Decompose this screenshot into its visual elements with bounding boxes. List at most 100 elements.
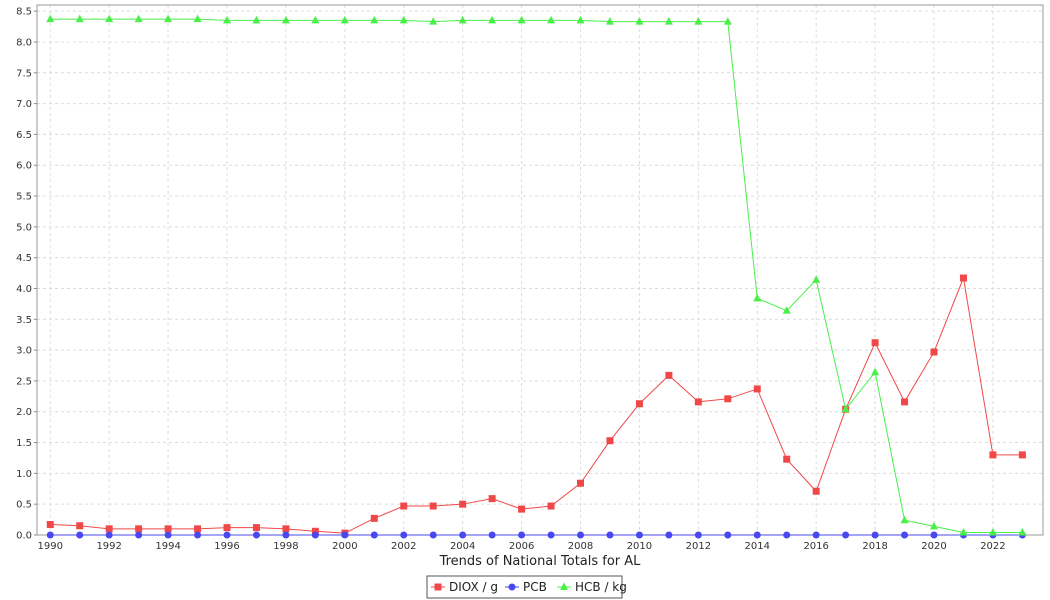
legend-marker (434, 583, 442, 591)
data-point (518, 505, 526, 513)
x-tick-label: 2002 (391, 541, 416, 552)
data-point (871, 367, 880, 376)
legend-item: HCB / kg (557, 580, 627, 594)
data-point (488, 531, 496, 539)
x-tick-label: 2018 (862, 541, 887, 552)
data-point (459, 500, 467, 508)
x-axis-title: Trends of National Totals for AL (439, 554, 642, 569)
y-tick-label: 4.0 (16, 284, 32, 295)
data-point (1018, 528, 1027, 536)
data-point (76, 531, 84, 539)
data-point (871, 531, 879, 539)
legend-item: DIOX / g (431, 580, 498, 594)
data-point (605, 17, 614, 25)
data-point (783, 531, 791, 539)
legend-label: DIOX / g (449, 580, 498, 594)
data-point (135, 525, 143, 533)
legend-marker (560, 582, 568, 590)
data-point (194, 525, 202, 533)
series-2 (46, 14, 1027, 536)
y-tick-label: 8.0 (16, 37, 32, 48)
data-point (635, 531, 643, 539)
data-point (723, 17, 732, 25)
data-point (252, 531, 260, 539)
x-tick-label: 1998 (273, 541, 298, 552)
x-tick-label: 2008 (568, 541, 593, 552)
x-tick-label: 2020 (921, 541, 946, 552)
data-point (871, 339, 879, 347)
data-point (105, 14, 114, 23)
data-point (311, 527, 319, 535)
x-tick-label: 2006 (509, 541, 534, 552)
data-point (1018, 451, 1026, 459)
axes: 0.0 0.5 1.0 1.5 2.0 2.5 3.0 3.5 4.0 4.5 5.0 5.5 6.0 6… (16, 4, 1044, 552)
data-point (340, 15, 349, 24)
data-point (577, 479, 585, 487)
x-tick-label: 2004 (450, 541, 475, 552)
y-tick-label: 4.5 (16, 253, 32, 264)
data-point (724, 531, 732, 539)
y-tick-label: 8.5 (16, 7, 32, 18)
data-point (252, 524, 260, 532)
y-tick-label: 5.0 (16, 222, 32, 233)
data-point (753, 385, 761, 393)
data-point (783, 455, 791, 463)
data-point (46, 521, 54, 529)
y-tick-label: 1.5 (16, 438, 32, 449)
x-tick-label: 2016 (803, 541, 828, 552)
x-tick-label: 2014 (745, 541, 770, 552)
data-point (311, 15, 320, 24)
x-tick-label: 2010 (627, 541, 652, 552)
y-tick-label: 6.5 (16, 130, 32, 141)
data-point (576, 15, 585, 24)
data-point (282, 531, 290, 539)
data-point (989, 451, 997, 459)
series-1 (46, 531, 1026, 539)
data-point (399, 15, 408, 24)
data-point (518, 531, 526, 539)
data-point (164, 525, 172, 533)
x-tick-label: 1994 (155, 541, 180, 552)
x-tick-label: 2022 (980, 541, 1005, 552)
y-tick-label: 0.0 (16, 531, 32, 542)
data-point (930, 531, 938, 539)
data-point (311, 531, 319, 539)
data-point (223, 524, 231, 532)
data-point (665, 531, 673, 539)
grid (37, 5, 1043, 536)
data-point (105, 531, 113, 539)
data-point (959, 274, 967, 282)
y-tick-label: 6.0 (16, 161, 32, 172)
data-point (694, 398, 702, 406)
y-tick-label: 7.0 (16, 99, 32, 110)
legend-box (426, 575, 623, 599)
y-tick-label: 7.5 (16, 68, 32, 79)
data-point (194, 531, 202, 539)
data-point (635, 400, 643, 408)
data-point (223, 15, 232, 24)
data-point (930, 521, 939, 530)
data-point (812, 487, 820, 495)
data-point (577, 531, 585, 539)
data-point (488, 15, 497, 24)
data-point (134, 14, 143, 23)
data-point (901, 398, 909, 406)
data-point (753, 531, 761, 539)
data-point (341, 531, 349, 539)
data-point (135, 531, 143, 539)
x-tick-label: 2012 (686, 541, 711, 552)
data-point (46, 531, 54, 539)
y-tick-label: 5.5 (16, 192, 32, 203)
y-tick-label: 3.5 (16, 315, 32, 326)
x-tick-label: 1996 (214, 541, 239, 552)
data-point (370, 514, 378, 522)
data-point (429, 17, 438, 25)
data-point (842, 531, 850, 539)
y-tick-label: 1.0 (16, 469, 32, 480)
data-point (400, 531, 408, 539)
data-point (900, 515, 909, 524)
data-point (635, 17, 644, 25)
data-point (164, 14, 173, 23)
data-point (753, 293, 762, 302)
